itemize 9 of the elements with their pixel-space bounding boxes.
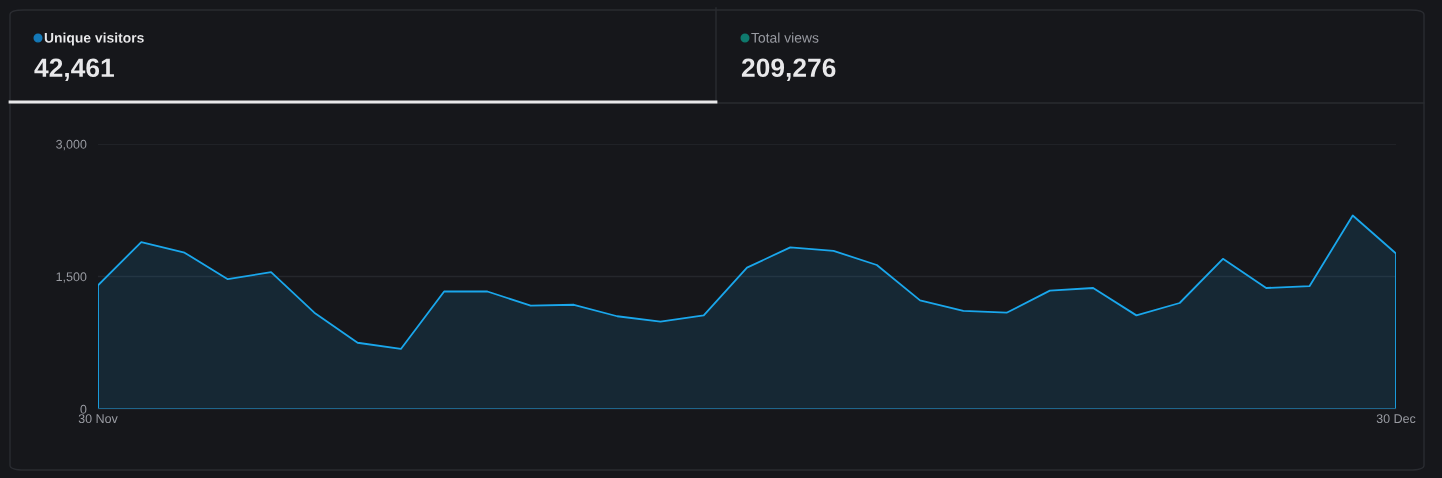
text: 209,276 bbox=[741, 58, 836, 81]
text: 42,461 bbox=[34, 58, 114, 81]
x-tick-label: 30 Dec bbox=[1376, 414, 1416, 424]
y-tick-label: 1,500 bbox=[56, 272, 87, 283]
y-tick-label: 0 bbox=[80, 404, 87, 414]
x-tick-label: 30 Nov bbox=[78, 414, 118, 424]
text: Unique visitors bbox=[44, 32, 144, 46]
y-tick-label: 3,000 bbox=[56, 139, 87, 151]
text: Total views bbox=[751, 32, 819, 43]
